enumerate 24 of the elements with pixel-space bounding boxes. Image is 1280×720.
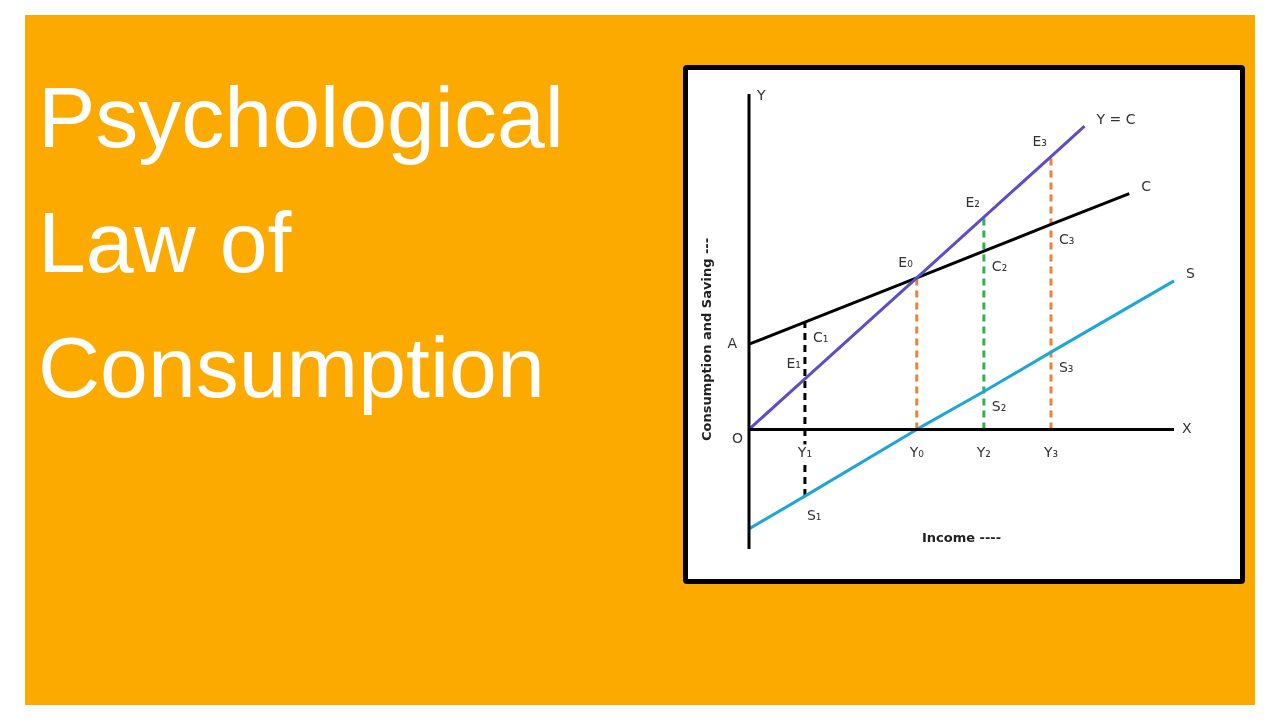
text: A [727, 334, 738, 351]
annotation: S₃ [1058, 358, 1074, 375]
annotation: E₃ [1032, 133, 1047, 150]
text: X [1182, 420, 1192, 437]
annotation: S₁ [806, 506, 822, 523]
x-tick-label: Y₃ [1042, 444, 1059, 461]
text: Psychological Law of Consumption [38, 68, 565, 417]
x-tick-label: Y₂ [975, 444, 991, 461]
annotation: C₂ [991, 257, 1008, 274]
text: Y [756, 86, 766, 103]
x-axis-title: Income ---- [921, 530, 1002, 546]
series-label: C [1141, 178, 1152, 195]
series-label: Y = C [1095, 110, 1136, 127]
annotation: E₀ [898, 254, 914, 271]
series-label: S [1186, 265, 1195, 282]
text: O [731, 430, 743, 447]
annotation: C₁ [812, 328, 829, 345]
annotation: C₃ [1058, 231, 1075, 248]
x-tick-label: Y₁ [796, 444, 813, 461]
x-tick-label: Y₀ [908, 444, 925, 461]
y-axis-title: Consumption and Saving --- [699, 237, 715, 441]
annotation: S₂ [991, 398, 1007, 415]
annotation: E₁ [786, 355, 801, 372]
annotation: E₂ [965, 193, 980, 210]
